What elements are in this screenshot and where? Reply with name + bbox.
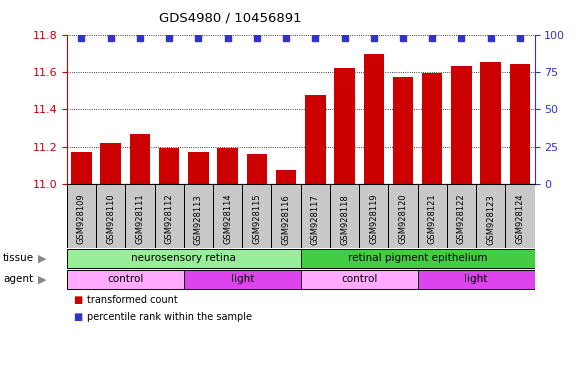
Text: GSM928120: GSM928120: [399, 194, 407, 245]
Text: percentile rank within the sample: percentile rank within the sample: [87, 312, 252, 322]
FancyBboxPatch shape: [418, 270, 535, 289]
FancyBboxPatch shape: [330, 184, 359, 248]
Text: GSM928110: GSM928110: [106, 194, 115, 245]
Bar: [480, 62, 501, 184]
FancyBboxPatch shape: [505, 184, 535, 248]
Text: GSM928114: GSM928114: [223, 194, 232, 245]
FancyBboxPatch shape: [67, 184, 96, 248]
FancyBboxPatch shape: [125, 184, 155, 248]
FancyBboxPatch shape: [242, 184, 271, 248]
Bar: [101, 143, 121, 184]
FancyBboxPatch shape: [476, 184, 505, 248]
Text: neurosensory retina: neurosensory retina: [131, 253, 236, 263]
FancyBboxPatch shape: [447, 184, 476, 248]
Text: GSM928116: GSM928116: [282, 194, 290, 245]
Text: control: control: [107, 274, 144, 285]
Text: GSM928112: GSM928112: [164, 194, 174, 245]
FancyBboxPatch shape: [96, 184, 125, 248]
Bar: [71, 152, 92, 184]
Text: GSM928115: GSM928115: [252, 194, 261, 245]
Text: tissue: tissue: [3, 253, 34, 263]
FancyBboxPatch shape: [271, 184, 301, 248]
FancyBboxPatch shape: [67, 249, 301, 268]
Bar: [159, 148, 180, 184]
FancyBboxPatch shape: [213, 184, 242, 248]
Bar: [246, 154, 267, 184]
Text: ■: ■: [73, 312, 82, 322]
Text: GSM928119: GSM928119: [370, 194, 378, 245]
Bar: [188, 152, 209, 184]
Text: GSM928109: GSM928109: [77, 194, 86, 245]
Bar: [510, 64, 530, 184]
Text: ▶: ▶: [38, 253, 46, 263]
Bar: [364, 54, 384, 184]
Text: GSM928124: GSM928124: [515, 194, 525, 245]
Bar: [130, 134, 150, 184]
FancyBboxPatch shape: [184, 184, 213, 248]
Bar: [334, 68, 355, 184]
Text: light: light: [464, 274, 487, 285]
Bar: [217, 148, 238, 184]
Text: ■: ■: [73, 295, 82, 305]
FancyBboxPatch shape: [359, 184, 388, 248]
Text: GSM928113: GSM928113: [194, 194, 203, 245]
Bar: [451, 66, 472, 184]
Text: light: light: [231, 274, 254, 285]
FancyBboxPatch shape: [301, 270, 418, 289]
Text: agent: agent: [3, 274, 33, 285]
Text: GSM928118: GSM928118: [340, 194, 349, 245]
Text: GDS4980 / 10456891: GDS4980 / 10456891: [159, 12, 302, 25]
FancyBboxPatch shape: [155, 184, 184, 248]
Bar: [422, 73, 443, 184]
FancyBboxPatch shape: [67, 270, 184, 289]
Text: GSM928117: GSM928117: [311, 194, 320, 245]
Bar: [393, 77, 413, 184]
Text: transformed count: transformed count: [87, 295, 178, 305]
FancyBboxPatch shape: [388, 184, 418, 248]
Text: GSM928122: GSM928122: [457, 194, 466, 245]
FancyBboxPatch shape: [184, 270, 301, 289]
FancyBboxPatch shape: [301, 184, 330, 248]
Text: retinal pigment epithelium: retinal pigment epithelium: [348, 253, 487, 263]
FancyBboxPatch shape: [301, 249, 535, 268]
Text: GSM928111: GSM928111: [135, 194, 145, 245]
Text: GSM928123: GSM928123: [486, 194, 495, 245]
Bar: [276, 170, 296, 184]
Bar: [305, 95, 325, 184]
FancyBboxPatch shape: [418, 184, 447, 248]
Text: GSM928121: GSM928121: [428, 194, 437, 245]
Text: control: control: [341, 274, 377, 285]
Text: ▶: ▶: [38, 274, 46, 285]
